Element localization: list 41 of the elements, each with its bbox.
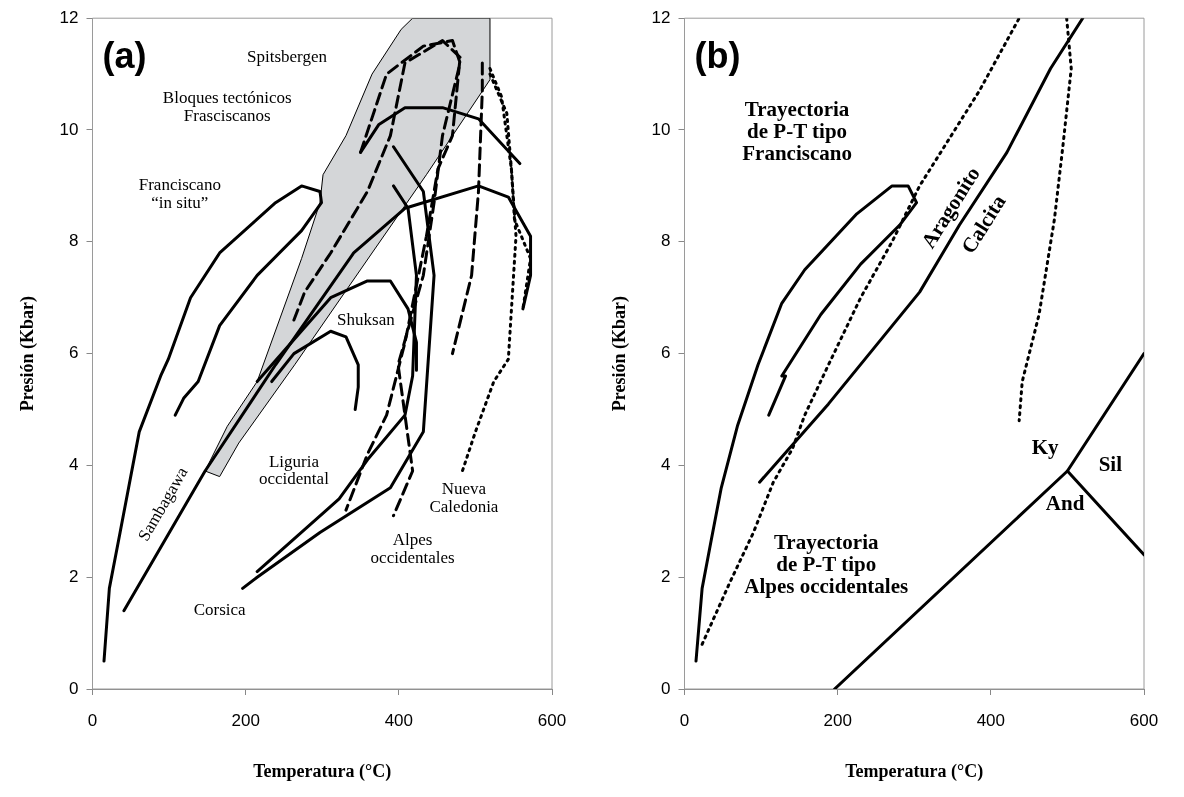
annotation: Trayectoria de P-T tipo Franciscano [742,96,852,165]
y-tick-label: 0 [661,678,671,698]
text: (b) [694,35,741,77]
x-axis-title: Temperatura (°C) [253,760,392,782]
annotation: Shuksan [337,309,396,329]
annotation: Liguria occidental [258,451,330,489]
y-axis-title: Presión (Kbar) [609,296,631,412]
y-tick-label: 6 [69,343,79,363]
y-tick-label: 0 [69,678,79,698]
x-tick-label: 200 [231,710,260,730]
y-tick-label: 2 [661,566,671,586]
y-tick-label: 10 [59,119,79,139]
x-tick-label: 400 [976,710,1006,730]
annotation: Bloques tectónicos Frasciscanos [162,88,292,126]
x-tick-label: 600 [1129,710,1159,730]
y-tick-label: 12 [651,7,671,27]
x-tick-label: 600 [537,710,567,730]
y-axis-title: Presión (Kbar) [17,296,39,412]
text: (a) [102,35,147,77]
y-tick-label: 4 [69,455,79,475]
annotation: Corsica [193,600,247,620]
y-tick-label: 12 [59,7,79,27]
x-tick-label: 200 [823,710,852,730]
annotation: Franciscano “in situ” [138,174,221,212]
y-tick-label: 8 [661,231,671,251]
y-tick-label: 8 [69,231,79,251]
x-tick-label: 400 [384,710,414,730]
y-tick-label: 4 [661,455,671,475]
annotation: Alpes occidentales [370,529,455,567]
annotation: Nueva Caledonia [429,479,499,517]
annotation: Spitsbergen [247,46,328,66]
annotation: Trayectoria de P-T tipo Alpes occidentales [744,530,909,599]
x-tick-label: 0 [679,710,690,730]
y-tick-label: 6 [661,343,671,363]
annotation: Ky [1031,435,1060,460]
annotation: And [1045,490,1085,515]
annotation: Sil [1098,451,1123,476]
x-tick-label: 0 [87,710,98,730]
x-axis-title: Temperatura (°C) [845,760,984,782]
y-tick-label: 10 [651,119,671,139]
y-tick-label: 2 [69,566,79,586]
